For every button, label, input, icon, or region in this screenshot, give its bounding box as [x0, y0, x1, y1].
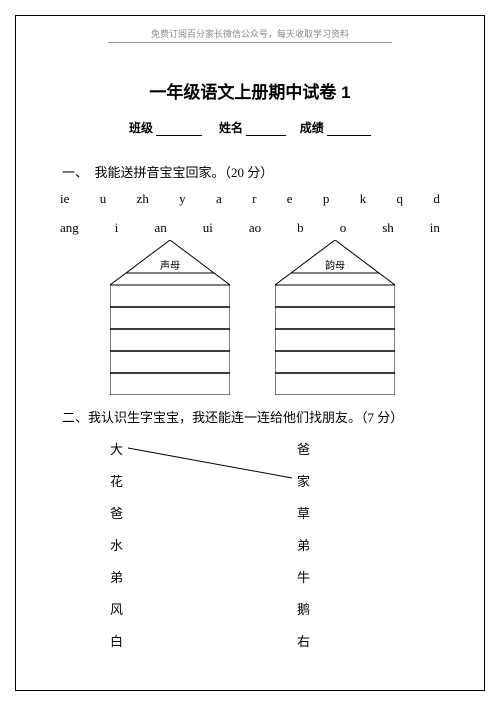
question-2-text: 二、我认识生字宝宝，我还能连一连给他们找朋友。（7 分）	[62, 407, 403, 426]
pinyin-item: i	[115, 220, 119, 236]
score-blank[interactable]	[327, 124, 371, 136]
pinyin-item: p	[323, 191, 330, 207]
pinyin-item: u	[100, 191, 107, 207]
match-left: 大	[110, 439, 123, 458]
name-blank[interactable]	[246, 124, 286, 136]
match-left: 水	[110, 535, 123, 554]
pinyin-item: e	[287, 191, 293, 207]
pinyin-item: an	[154, 220, 166, 236]
house-shengmu: 声母	[110, 240, 230, 395]
match-row: 爸 草	[110, 496, 310, 528]
info-line: 班级 姓名 成绩	[0, 119, 500, 136]
pinyin-item: b	[297, 220, 304, 236]
match-row: 风 鹅	[110, 592, 310, 624]
pinyin-item: ang	[60, 220, 79, 236]
pinyin-item: ao	[249, 220, 261, 236]
name-label: 姓名	[219, 121, 243, 135]
header-underline	[108, 42, 392, 43]
pinyin-item: k	[360, 191, 367, 207]
class-label: 班级	[129, 121, 153, 135]
pinyin-item: ie	[60, 191, 69, 207]
pinyin-row-2: ang i an ui ao b o sh in	[60, 220, 440, 236]
pinyin-item: a	[216, 191, 222, 207]
pinyin-item: ui	[203, 220, 213, 236]
match-left: 爸	[110, 503, 123, 522]
pinyin-item: q	[397, 191, 404, 207]
pinyin-item: d	[433, 191, 440, 207]
match-row: 白 右	[110, 624, 310, 656]
header-note: 免费订阅百分家长微信公众号，每天收取学习资料	[0, 27, 500, 40]
match-right: 右	[297, 631, 310, 650]
pinyin-row-1: ie u zh y a r e p k q d	[60, 191, 440, 207]
houses-container: 声母 韵母	[0, 240, 500, 400]
match-area: 大 爸 花 家 爸 草 水 弟 弟 牛 风 鹅 白 右	[110, 432, 310, 656]
match-right: 草	[297, 503, 310, 522]
match-right: 爸	[297, 439, 310, 458]
pinyin-item: r	[252, 191, 256, 207]
match-row: 大 爸	[110, 432, 310, 464]
question-1-text: 一、 我能送拼音宝宝回家。（20 分）	[62, 162, 273, 181]
exam-title: 一年级语文上册期中试卷 1	[0, 78, 500, 103]
match-right: 牛	[297, 567, 310, 586]
class-blank[interactable]	[156, 124, 202, 136]
house-yunmu: 韵母	[275, 240, 395, 395]
match-left: 风	[110, 599, 123, 618]
score-label: 成绩	[300, 121, 324, 135]
pinyin-item: sh	[382, 220, 394, 236]
house-label-yunmu: 韵母	[325, 259, 345, 272]
pinyin-item: y	[179, 191, 186, 207]
match-right: 家	[297, 471, 310, 490]
pinyin-item: o	[340, 220, 347, 236]
match-left: 弟	[110, 567, 123, 586]
match-right: 弟	[297, 535, 310, 554]
pinyin-item: in	[430, 220, 440, 236]
house-label-shengmu: 声母	[160, 259, 180, 272]
pinyin-item: zh	[137, 191, 149, 207]
match-left: 花	[110, 471, 123, 490]
match-row: 水 弟	[110, 528, 310, 560]
match-left: 白	[110, 631, 123, 650]
match-right: 鹅	[297, 599, 310, 618]
match-row: 弟 牛	[110, 560, 310, 592]
match-row: 花 家	[110, 464, 310, 496]
